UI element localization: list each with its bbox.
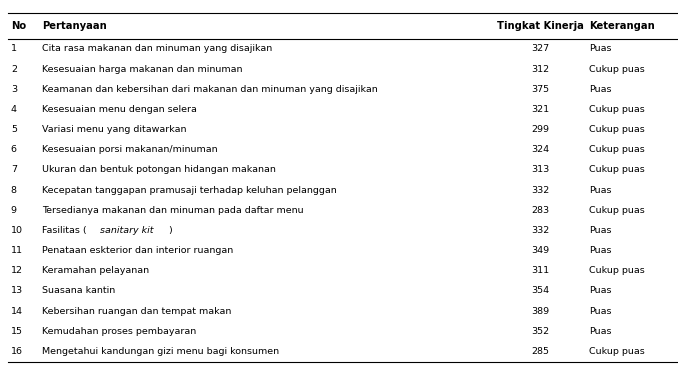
Text: 299: 299 xyxy=(532,125,550,134)
Text: 327: 327 xyxy=(532,44,550,54)
Text: sanitary kit: sanitary kit xyxy=(100,226,153,235)
Text: 389: 389 xyxy=(532,307,550,316)
Text: 14: 14 xyxy=(11,307,23,316)
Text: Puas: Puas xyxy=(589,327,612,336)
Text: Kebersihan ruangan dan tempat makan: Kebersihan ruangan dan tempat makan xyxy=(42,307,231,316)
Text: 324: 324 xyxy=(532,145,550,154)
Text: Cita rasa makanan dan minuman yang disajikan: Cita rasa makanan dan minuman yang disaj… xyxy=(42,44,273,54)
Text: 12: 12 xyxy=(11,266,23,275)
Text: ): ) xyxy=(169,226,172,235)
Text: Cukup puas: Cukup puas xyxy=(589,166,645,175)
Text: Puas: Puas xyxy=(589,44,612,54)
Text: Cukup puas: Cukup puas xyxy=(589,125,645,134)
Text: Ukuran dan bentuk potongan hidangan makanan: Ukuran dan bentuk potongan hidangan maka… xyxy=(42,166,276,175)
Text: Cukup puas: Cukup puas xyxy=(589,347,645,356)
Text: 285: 285 xyxy=(532,347,550,356)
Text: 11: 11 xyxy=(11,246,23,255)
Text: Kesesuaian menu dengan selera: Kesesuaian menu dengan selera xyxy=(42,105,197,114)
Text: Kecepatan tanggapan pramusaji terhadap keluhan pelanggan: Kecepatan tanggapan pramusaji terhadap k… xyxy=(42,185,337,195)
Text: 10: 10 xyxy=(11,226,23,235)
Text: Puas: Puas xyxy=(589,287,612,296)
Text: 375: 375 xyxy=(532,85,550,94)
Text: 15: 15 xyxy=(11,327,23,336)
Text: Variasi menu yang ditawarkan: Variasi menu yang ditawarkan xyxy=(42,125,186,134)
Text: Puas: Puas xyxy=(589,307,612,316)
Text: 312: 312 xyxy=(532,64,550,74)
Text: 6: 6 xyxy=(11,145,17,154)
Text: Tersedianya makanan dan minuman pada daftar menu: Tersedianya makanan dan minuman pada daf… xyxy=(42,206,304,215)
Text: Penataan eskterior dan interior ruangan: Penataan eskterior dan interior ruangan xyxy=(42,246,233,255)
Text: 332: 332 xyxy=(532,226,550,235)
Text: 332: 332 xyxy=(532,185,550,195)
Text: Mengetahui kandungan gizi menu bagi konsumen: Mengetahui kandungan gizi menu bagi kons… xyxy=(42,347,279,356)
Text: Tingkat Kinerja: Tingkat Kinerja xyxy=(497,21,584,31)
Text: 354: 354 xyxy=(532,287,550,296)
Text: 1: 1 xyxy=(11,44,17,54)
Text: Cukup puas: Cukup puas xyxy=(589,64,645,74)
Text: 3: 3 xyxy=(11,85,17,94)
Text: Cukup puas: Cukup puas xyxy=(589,266,645,275)
Text: Cukup puas: Cukup puas xyxy=(589,206,645,215)
Text: 16: 16 xyxy=(11,347,23,356)
Text: Puas: Puas xyxy=(589,85,612,94)
Text: 349: 349 xyxy=(532,246,550,255)
Text: 7: 7 xyxy=(11,166,17,175)
Text: Puas: Puas xyxy=(589,226,612,235)
Text: Cukup puas: Cukup puas xyxy=(589,145,645,154)
Text: Pertanyaan: Pertanyaan xyxy=(42,21,107,31)
Text: 5: 5 xyxy=(11,125,17,134)
Text: 8: 8 xyxy=(11,185,17,195)
Text: Puas: Puas xyxy=(589,246,612,255)
Text: 321: 321 xyxy=(532,105,550,114)
Text: Keamanan dan kebersihan dari makanan dan minuman yang disajikan: Keamanan dan kebersihan dari makanan dan… xyxy=(42,85,378,94)
Text: Puas: Puas xyxy=(589,185,612,195)
Text: 13: 13 xyxy=(11,287,23,296)
Text: Keramahan pelayanan: Keramahan pelayanan xyxy=(42,266,149,275)
Text: 311: 311 xyxy=(532,266,550,275)
Text: 4: 4 xyxy=(11,105,17,114)
Text: 352: 352 xyxy=(532,327,550,336)
Text: 2: 2 xyxy=(11,64,17,74)
Text: No: No xyxy=(11,21,26,31)
Text: 283: 283 xyxy=(532,206,550,215)
Text: Kemudahan proses pembayaran: Kemudahan proses pembayaran xyxy=(42,327,197,336)
Text: Kesesuaian harga makanan dan minuman: Kesesuaian harga makanan dan minuman xyxy=(42,64,243,74)
Text: Fasilitas (: Fasilitas ( xyxy=(42,226,87,235)
Text: 313: 313 xyxy=(532,166,550,175)
Text: Suasana kantin: Suasana kantin xyxy=(42,287,115,296)
Text: 9: 9 xyxy=(11,206,17,215)
Text: Keterangan: Keterangan xyxy=(589,21,655,31)
Text: Cukup puas: Cukup puas xyxy=(589,105,645,114)
Text: Kesesuaian porsi makanan/minuman: Kesesuaian porsi makanan/minuman xyxy=(42,145,218,154)
